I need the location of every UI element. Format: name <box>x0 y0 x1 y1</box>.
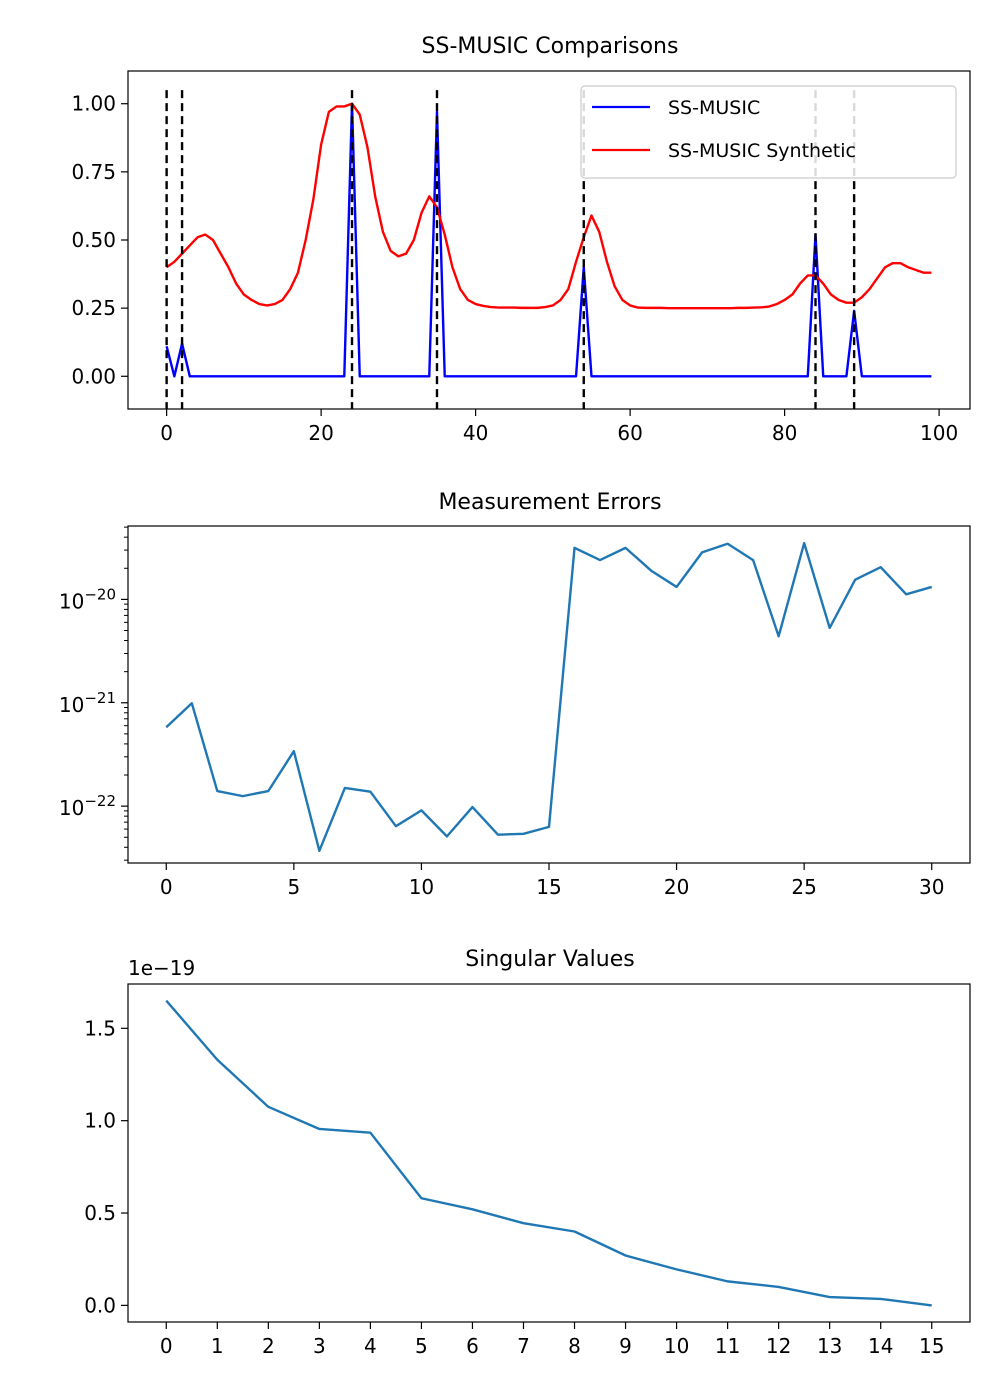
y-tick-label: 0.75 <box>71 160 116 184</box>
chart-title-3: Singular Values <box>465 947 634 972</box>
y-offset-label: 1e−19 <box>128 956 195 980</box>
x-tick-label: 10 <box>664 1334 689 1358</box>
x-tick-label: 5 <box>287 875 300 899</box>
x-tick-label: 20 <box>664 875 689 899</box>
x-tick-label: 15 <box>536 875 561 899</box>
x-tick-label: 0 <box>160 875 173 899</box>
x-tick-label: 6 <box>466 1334 479 1358</box>
panel-measurement-errors: Measurement Errors 0 5 10 15 20 25 30 10−22 10−2… <box>59 490 971 899</box>
x-tick-label: 11 <box>715 1334 740 1358</box>
x-tick-label: 1 <box>211 1334 224 1358</box>
y-tick-label: 0.0 <box>84 1293 116 1317</box>
y-tick-label: 0.50 <box>71 228 116 252</box>
legend-box <box>580 85 957 179</box>
x-tick-label: 15 <box>919 1334 944 1358</box>
y-tick-label: 1.5 <box>84 1016 116 1040</box>
plot-area-2: 0 5 10 15 20 25 30 10−22 10−21 10−20 <box>59 526 944 899</box>
plot-area-3: 0 1 2 3 4 5 6 7 8 9 10 11 12 13 14 150.00.51.01.5 <box>84 999 944 1358</box>
x-tick-label: 60 <box>617 421 642 445</box>
x-tick-label: 30 <box>919 875 944 899</box>
y-tick-label: 0.00 <box>71 364 116 388</box>
x-tick-label: 10 <box>409 875 434 899</box>
series-line-1 <box>165 541 933 852</box>
x-tick-label: 8 <box>568 1334 581 1358</box>
y-tick-label: 10−20 <box>59 585 116 613</box>
x-tick-label: 12 <box>766 1334 791 1358</box>
x-tick-label: 9 <box>619 1334 632 1358</box>
x-tick-label: 2 <box>262 1334 275 1358</box>
panel-singular-values: Singular Values 1e−19 0 1 2 3 4 5 6 7 8 9 10 11 12 13… <box>84 947 971 1358</box>
legend-label-ss-music-synthetic: SS-MUSIC Synthetic <box>668 140 856 162</box>
x-tick-label: 5 <box>415 1334 428 1358</box>
x-tick-label: 25 <box>791 875 816 899</box>
series-line-2 <box>165 102 932 310</box>
x-tick-label: 40 <box>463 421 488 445</box>
x-tick-label: 4 <box>364 1334 377 1358</box>
x-tick-label: 20 <box>308 421 333 445</box>
x-tick-label: 80 <box>772 421 797 445</box>
axes-frame-3 <box>127 983 971 1323</box>
y-tick-label: 10−22 <box>59 792 116 820</box>
chart-title-2: Measurement Errors <box>438 490 661 515</box>
x-tick-label: 0 <box>160 421 173 445</box>
y-tick-label: 0.25 <box>71 296 116 320</box>
x-tick-label: 13 <box>817 1334 842 1358</box>
y-tick-label: 1.0 <box>84 1109 116 1133</box>
panel-ss-music-comparisons: SS-MUSIC Comparisons 0 20 40 60 80 100 0.00 0.2… <box>71 34 971 445</box>
x-tick-label: 7 <box>517 1334 530 1358</box>
axes-frame-1 <box>127 70 971 410</box>
series-line-1 <box>165 102 932 378</box>
axes-frame-2 <box>127 525 971 864</box>
chart-title-1: SS-MUSIC Comparisons <box>422 34 679 59</box>
legend: SS-MUSIC SS-MUSIC Synthetic <box>580 85 957 179</box>
y-tick-label: 1.00 <box>71 92 116 116</box>
x-tick-label: 0 <box>160 1334 173 1358</box>
y-tick-label: 10−21 <box>59 689 116 717</box>
plot-area-1: 0 20 40 60 80 100 0.00 0.25 0.50 0.75 1.00 <box>71 90 958 445</box>
x-tick-label: 100 <box>920 421 958 445</box>
x-tick-label: 14 <box>868 1334 893 1358</box>
y-tick-label: 0.5 <box>84 1201 116 1225</box>
x-tick-label: 3 <box>313 1334 326 1358</box>
series-line-1 <box>165 999 932 1307</box>
legend-label-ss-music: SS-MUSIC <box>668 97 760 119</box>
